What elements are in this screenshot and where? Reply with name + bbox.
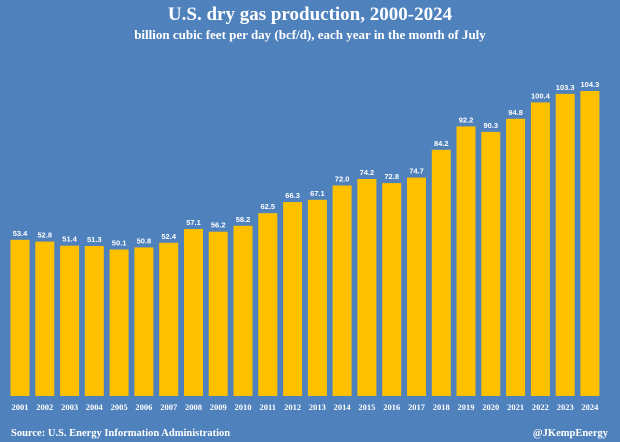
value-label-2002: 52.8: [37, 231, 52, 240]
x-tick-label-2007: 2007: [160, 402, 178, 412]
bar-2001: [10, 239, 30, 396]
value-label-2003: 51.4: [62, 235, 77, 244]
bar-2004: [84, 246, 104, 396]
bars-group: [10, 91, 600, 397]
value-label-2019: 92.2: [459, 115, 474, 124]
bar-2015: [357, 179, 377, 396]
x-tick-label-2011: 2011: [260, 402, 277, 412]
x-tick-label-2002: 2002: [36, 402, 53, 412]
value-label-2015: 74.2: [360, 168, 375, 177]
value-label-2013: 67.1: [310, 189, 325, 198]
x-tick-label-2001: 2001: [12, 402, 29, 412]
value-labels-group: 53.4 52.8 51.4 51.3 50.1 50.8 52.4 57.1 56.2 58.2…: [13, 80, 600, 248]
bar-2022: [530, 102, 550, 397]
value-label-2021: 94.8: [508, 108, 523, 117]
value-label-2009: 56.2: [211, 221, 226, 230]
value-label-2016: 72.8: [384, 172, 399, 181]
x-tick-label-2014: 2014: [334, 402, 352, 412]
x-tick-label-2006: 2006: [135, 402, 152, 412]
x-tick-label-2017: 2017: [408, 402, 426, 412]
x-tick-label-2009: 2009: [210, 402, 227, 412]
value-label-2001: 53.4: [13, 229, 28, 238]
bar-2024: [580, 91, 600, 396]
x-tick-label-2020: 2020: [482, 402, 499, 412]
value-label-2017: 74.7: [409, 167, 424, 176]
value-label-2020: 90.3: [483, 121, 498, 130]
bar-2018: [431, 149, 451, 396]
x-tick-label-2023: 2023: [557, 402, 574, 412]
bar-2003: [60, 245, 80, 396]
bar-2009: [208, 231, 228, 396]
x-tick-label-2016: 2016: [383, 402, 400, 412]
x-tick-label-2003: 2003: [61, 402, 78, 412]
bar-2002: [35, 241, 55, 396]
chart-subtitle: billion cubic feet per day (bcf/d), each…: [134, 27, 486, 42]
value-label-2011: 62.5: [260, 202, 275, 211]
x-tick-label-2010: 2010: [235, 402, 252, 412]
bar-2021: [506, 118, 526, 397]
x-tick-label-2024: 2024: [581, 402, 599, 412]
bar-2020: [481, 131, 501, 396]
bar-2011: [258, 213, 278, 396]
bar-2017: [407, 177, 426, 396]
x-tick-label-2015: 2015: [358, 402, 375, 412]
chart-title: U.S. dry gas production, 2000-2024: [167, 4, 453, 25]
value-label-2012: 66.3: [285, 191, 300, 200]
bar-2006: [134, 247, 154, 396]
value-label-2023: 103.3: [556, 83, 575, 92]
x-tick-label-2008: 2008: [185, 402, 202, 412]
bar-2019: [456, 126, 476, 397]
x-tick-label-2021: 2021: [507, 402, 524, 412]
x-tick-label-2012: 2012: [284, 402, 301, 412]
bar-2012: [283, 202, 303, 396]
x-tick-label-2013: 2013: [309, 402, 326, 412]
bar-2014: [332, 185, 352, 396]
bar-2008: [184, 229, 203, 396]
value-label-2006: 50.8: [137, 236, 152, 245]
value-label-2010: 58.2: [236, 215, 251, 224]
x-tick-label-2019: 2019: [458, 402, 475, 412]
value-label-2014: 72.0: [335, 175, 350, 184]
value-label-2022: 100.4: [531, 91, 551, 100]
x-tick-label-2005: 2005: [111, 402, 128, 412]
value-label-2005: 50.1: [112, 239, 127, 248]
author-credit: @JKempEnergy: [532, 428, 608, 439]
value-label-2008: 57.1: [186, 218, 201, 227]
bar-2007: [159, 242, 179, 396]
value-label-2024: 104.3: [581, 80, 600, 89]
source-note: Source: U.S. Energy Information Administ…: [11, 428, 231, 439]
value-label-2004: 51.3: [87, 235, 102, 244]
x-tick-label-2004: 2004: [86, 402, 104, 412]
bar-2016: [382, 183, 402, 396]
bar-2005: [109, 249, 129, 396]
value-label-2007: 52.4: [161, 232, 176, 241]
x-tick-labels-group: 2001 2002 2003 2004 2005 2006 2007 2008 2009 2010…: [12, 402, 600, 412]
bar-2013: [307, 199, 327, 396]
x-tick-label-2022: 2022: [532, 402, 549, 412]
x-tick-label-2018: 2018: [433, 402, 450, 412]
value-label-2018: 84.2: [434, 139, 449, 148]
bar-2023: [555, 93, 575, 397]
bar-2010: [233, 225, 253, 396]
